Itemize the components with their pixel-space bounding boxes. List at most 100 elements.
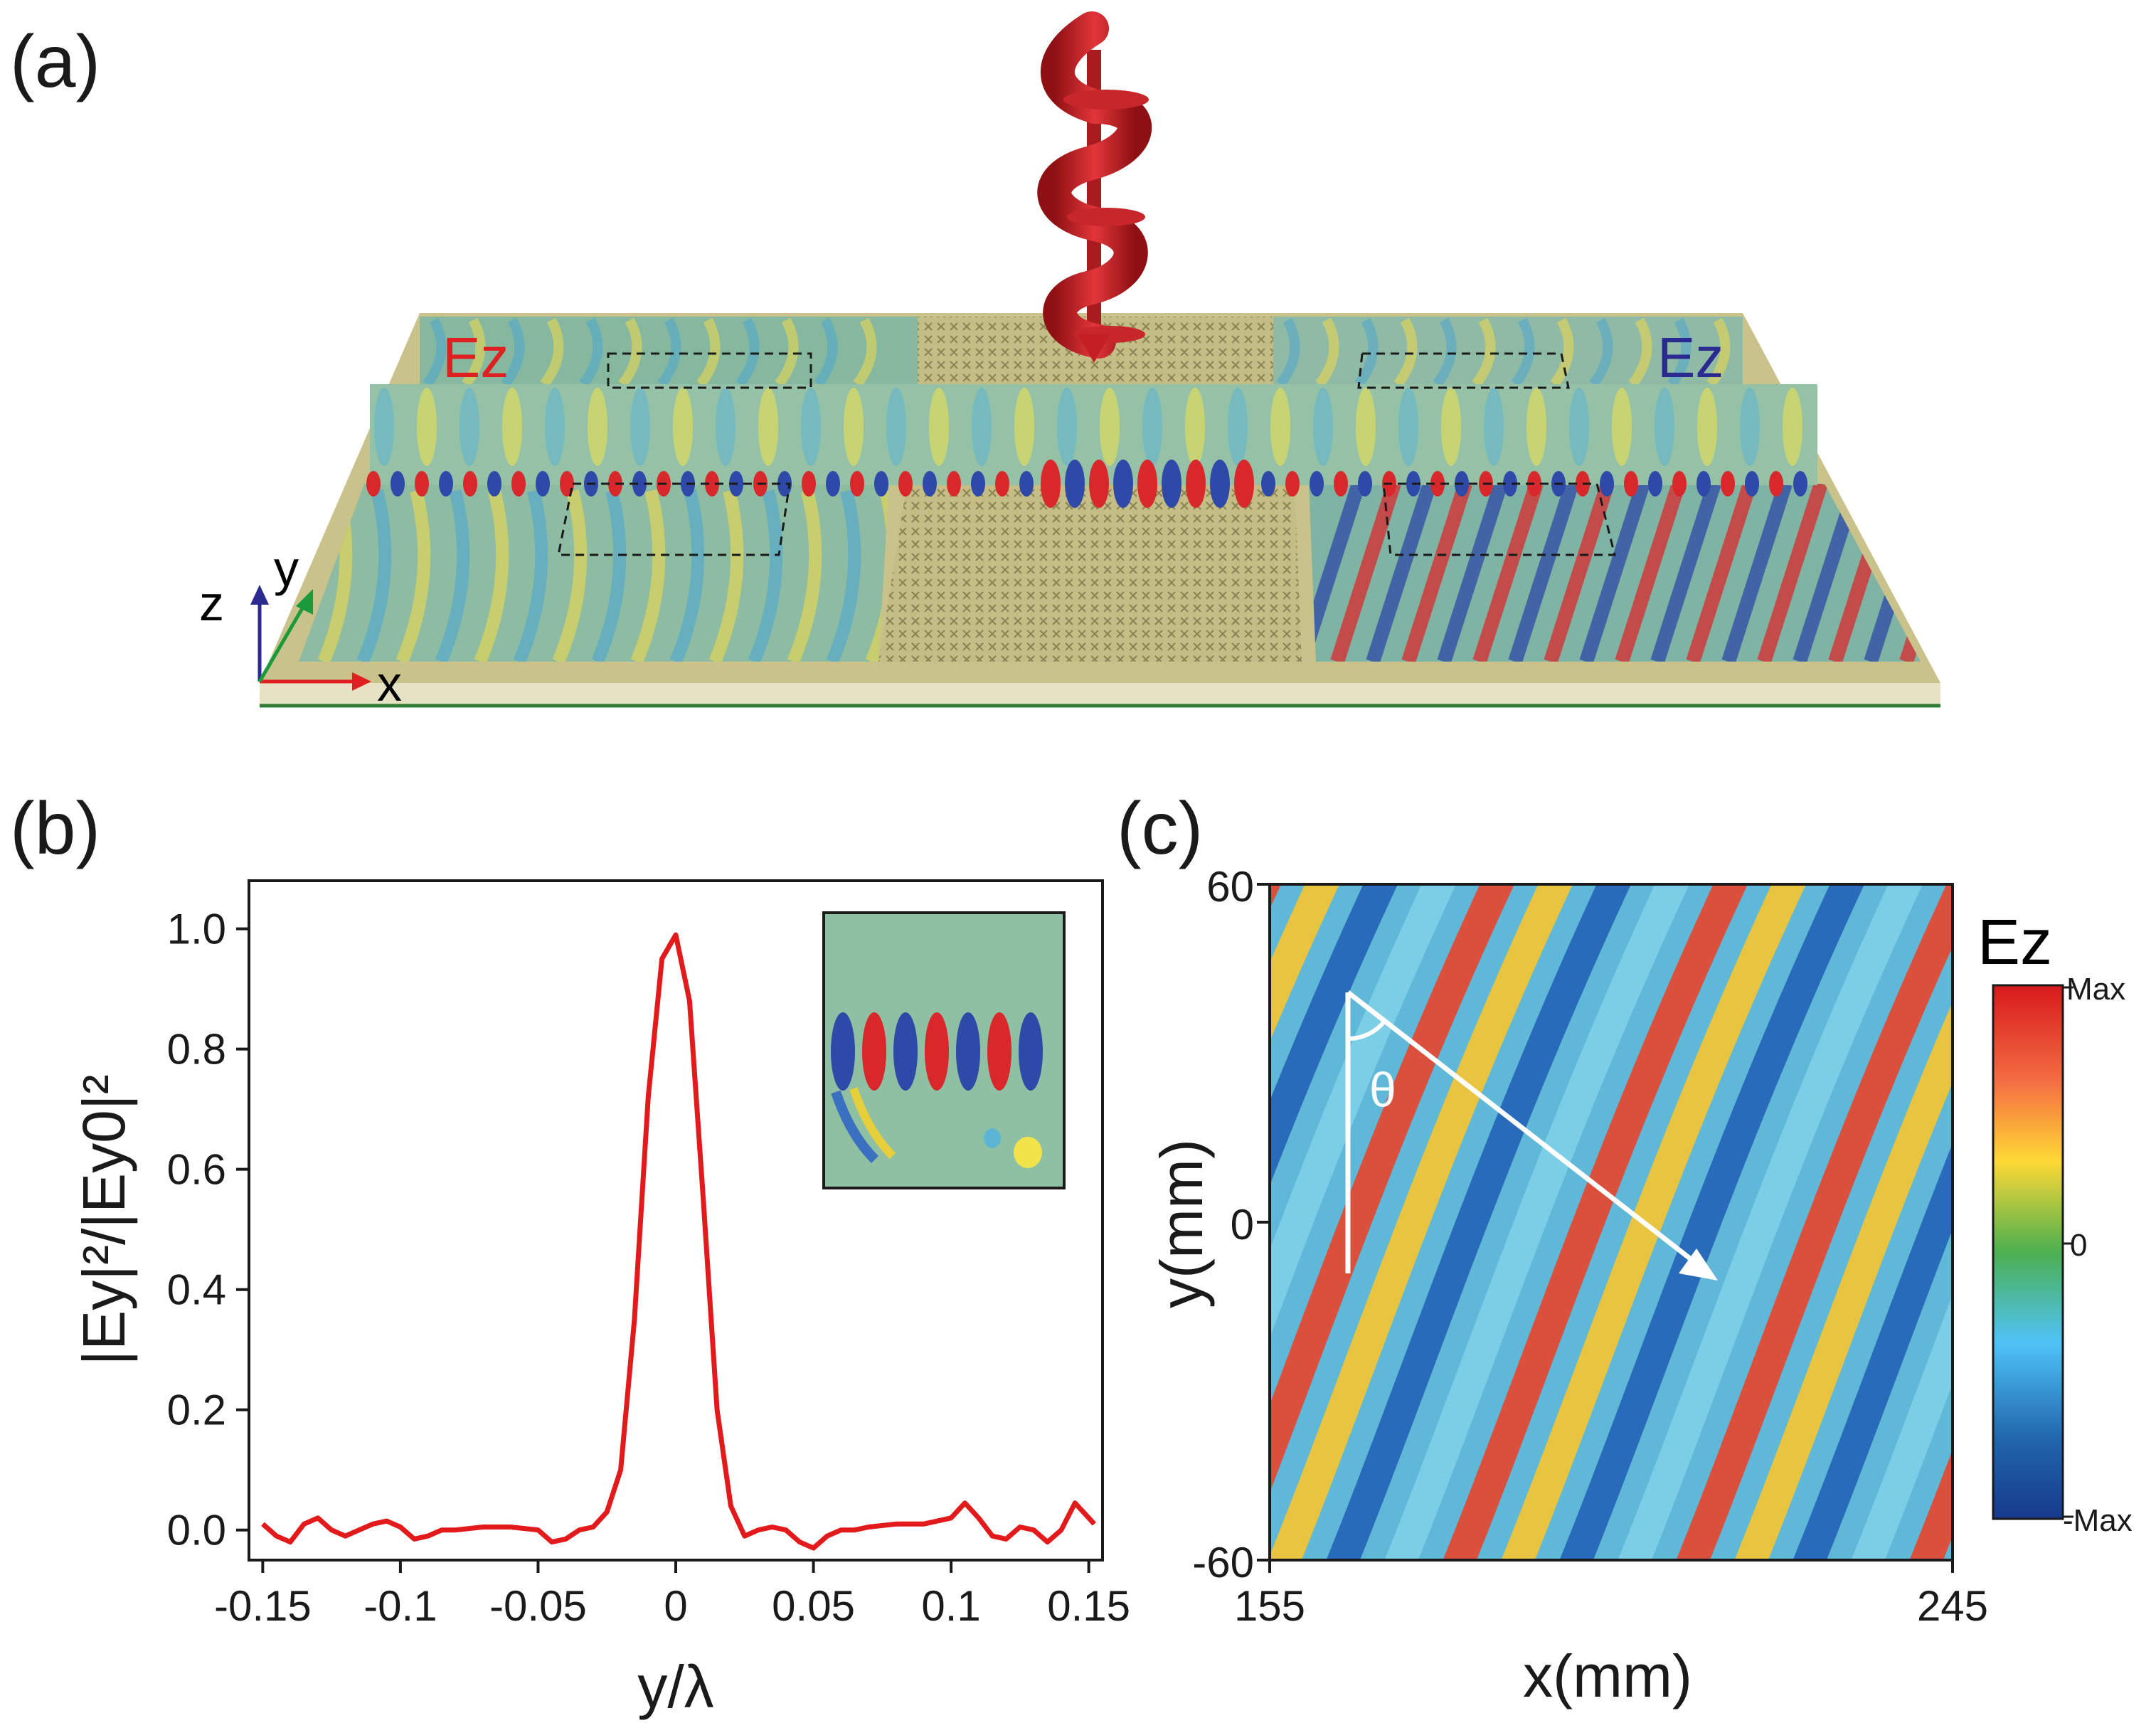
right-wave-band <box>1330 484 1401 662</box>
vertical-wave-band <box>673 388 693 466</box>
surface-wave-bead <box>1065 460 1085 508</box>
back-wave-band <box>1276 317 1300 388</box>
back-wave-band <box>540 317 564 388</box>
surface-wave-bead <box>1672 471 1687 497</box>
surface-wave-bead <box>898 471 913 497</box>
back-wave-band <box>1393 317 1418 388</box>
surface-wave-bead <box>777 471 792 497</box>
vertical-wave-band <box>545 388 565 466</box>
heatmap-band <box>1909 1449 1953 1560</box>
back-wave-band <box>1706 317 1731 388</box>
back-wave-band <box>423 317 447 388</box>
heatmap-band <box>396 854 695 1594</box>
vertical-wave-band <box>801 388 821 466</box>
heatmap-band <box>1326 884 1632 1560</box>
colorbar <box>1992 984 2064 1520</box>
vertical-wave-band <box>972 388 992 466</box>
y-tick-label: 0.4 <box>167 1266 226 1314</box>
surface-wave-bead <box>850 471 864 497</box>
right-wave-band <box>1899 484 1921 662</box>
y-tick-label: 0.6 <box>167 1146 226 1194</box>
back-wave-band <box>657 317 681 388</box>
y-tick-label: 0.8 <box>167 1026 226 1073</box>
surface-wave-bead <box>415 471 429 497</box>
inset-spot <box>1014 1137 1042 1168</box>
surface-wave-bead <box>1648 471 1662 497</box>
x-tick-label: -0.1 <box>363 1582 437 1630</box>
right-wave-band <box>1942 484 1999 662</box>
heatmap-band <box>1270 884 1515 1493</box>
back-wave-band <box>1550 317 1574 388</box>
vertical-wave-band <box>758 388 778 466</box>
back-wave-band <box>736 317 760 388</box>
vertical-wave-band <box>588 388 607 466</box>
surface-wave-bead <box>1358 471 1372 497</box>
surface-wave-bead <box>511 471 526 497</box>
surface-wave-bead <box>1334 471 1348 497</box>
inset-lobe <box>987 1012 1011 1091</box>
right-wave-band <box>1721 484 1793 662</box>
back-wave-band <box>1628 317 1652 388</box>
y-axis-arrow <box>296 589 313 615</box>
colorbar-title: Ez <box>1977 907 2052 978</box>
chart-c-xlabel: x(mm) <box>1523 1643 1692 1709</box>
surface-wave-bead <box>1210 460 1230 508</box>
chart-b-xlabel: y/λ <box>637 1653 713 1720</box>
vertical-wave-band <box>1526 388 1546 466</box>
vertical-wave-band <box>1783 388 1802 466</box>
x-tick-label: 0.15 <box>1047 1582 1130 1630</box>
surface-wave-bead <box>366 471 381 497</box>
coordinate-axes: z y x <box>199 541 402 711</box>
right-wave-band <box>1615 484 1686 662</box>
heatmap-band <box>1443 884 1748 1560</box>
y-tick-label: 0.2 <box>167 1387 226 1434</box>
angle-arc <box>1347 1020 1386 1041</box>
x-tick-label: 0 <box>664 1582 687 1630</box>
left-wave-band <box>630 489 666 662</box>
surface-wave-bead <box>995 471 1009 497</box>
surface-wave-bead <box>1285 471 1300 497</box>
vertical-wave-band <box>1100 388 1120 466</box>
surface-wave-bead <box>1310 471 1324 497</box>
vertical-wave-band <box>1313 388 1333 466</box>
back-wave-band <box>618 317 642 388</box>
surface-wave-bead <box>1019 471 1034 497</box>
heatmap-band <box>1384 884 1690 1560</box>
surface-wave-bead <box>1503 471 1517 497</box>
helical-beam <box>1037 11 1152 363</box>
chart-b-inset <box>822 911 1066 1189</box>
vertical-wave-band <box>1569 388 1589 466</box>
heatmap-band <box>455 854 753 1594</box>
y-axis-line <box>257 603 307 683</box>
surface-wave-bead <box>1261 471 1275 497</box>
vertical-wave-band <box>844 388 864 466</box>
panel-c-label: (c) <box>1117 788 1203 870</box>
chart-b-ylabel: |Ey|²/|Ey0|² <box>70 1074 137 1365</box>
x-tick-label: 0.1 <box>921 1582 980 1630</box>
dashed-box-back-left <box>607 352 812 389</box>
y-axis-label: y <box>274 541 299 596</box>
surface-wave-bead <box>1430 471 1445 497</box>
heatmap-band <box>1501 884 1807 1560</box>
surface-wave-bead <box>463 471 477 497</box>
left-wave-band <box>395 489 431 662</box>
left-wave-band <box>787 489 822 662</box>
back-wave-band <box>853 317 877 388</box>
vertical-wave-band <box>886 388 906 466</box>
x-tick-label: -0.15 <box>214 1582 312 1630</box>
vertical-wave-band <box>1655 388 1674 466</box>
surface-wave-bead <box>391 471 405 497</box>
vertical-wave-band <box>460 388 479 466</box>
dashed-box-front-right <box>1382 482 1616 556</box>
colorbar-label-min: -Max <box>2063 1503 2133 1538</box>
surface-wave-bead <box>971 471 985 497</box>
surface-wave-bead <box>1600 471 1614 497</box>
propagation-annotation: θ <box>1345 990 1718 1281</box>
inset-spot <box>984 1128 1001 1148</box>
left-wave-band <box>708 489 744 662</box>
heatmap-band <box>1793 1143 1953 1560</box>
vertical-wave-band <box>1612 388 1632 466</box>
surface-wave-bead <box>874 471 888 497</box>
heatmap-band <box>2146 854 2156 1594</box>
vertical-wave-band <box>1185 388 1205 466</box>
